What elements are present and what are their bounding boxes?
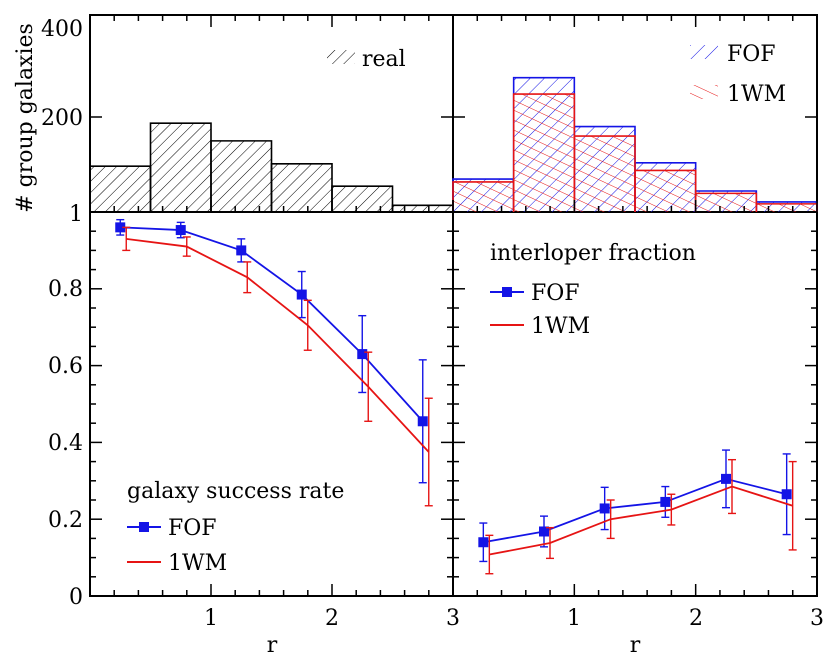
panel-bottom-left-frame bbox=[89, 211, 454, 597]
marker-fof-2 bbox=[599, 503, 610, 514]
annotation-interloper: interloper fraction bbox=[490, 241, 696, 266]
x-tick-left-2: 2 bbox=[325, 606, 339, 631]
legend-swatch-fof-hist bbox=[690, 45, 718, 59]
x-tick-right-2: 2 bbox=[689, 606, 703, 631]
x-tick-right-1: 1 bbox=[567, 606, 581, 631]
marker-fof-5 bbox=[417, 416, 428, 427]
y-tick-400: 400 bbox=[41, 17, 83, 42]
marker-fof-1 bbox=[539, 526, 549, 537]
y-tick-0.6: 0.6 bbox=[48, 354, 83, 379]
legend-label-fof-hist: FOF bbox=[727, 42, 776, 67]
legend-label-1wm-hist: 1WM bbox=[727, 82, 786, 107]
marker-fof-2 bbox=[236, 245, 247, 256]
annotation-success-rate: galaxy success rate bbox=[127, 479, 344, 504]
y-axis-label-top: # group galaxies bbox=[13, 23, 38, 213]
x-axis-label-left: r bbox=[267, 633, 278, 658]
histogram-fof-1wm bbox=[452, 76, 818, 212]
legend-label-fof-left: FOF bbox=[168, 516, 217, 541]
legend-swatch-real bbox=[327, 50, 355, 64]
marker-fof-1 bbox=[175, 225, 186, 236]
x-tick-right-3: 3 bbox=[810, 606, 824, 631]
x-axis-label-right: r bbox=[630, 633, 641, 658]
hist-bar-real-4 bbox=[331, 185, 394, 212]
legend-label-1wm-left: 1WM bbox=[168, 551, 227, 576]
y-tick-0: 0 bbox=[69, 585, 83, 610]
histogram-real bbox=[89, 122, 454, 212]
legend-label-real: real bbox=[362, 47, 406, 72]
marker-fof-3 bbox=[660, 496, 671, 507]
x-tick-left-1: 1 bbox=[204, 606, 218, 631]
marker-fof-3 bbox=[296, 289, 307, 300]
x-tick-left-3: 3 bbox=[446, 606, 460, 631]
series-line-fof bbox=[483, 477, 787, 544]
marker-fof-0 bbox=[115, 222, 126, 233]
legend-label-1wm-right: 1WM bbox=[531, 314, 590, 339]
series-line-1wm bbox=[489, 485, 793, 556]
y-tick-0.8: 0.8 bbox=[48, 277, 83, 302]
success-rate-plot bbox=[115, 218, 433, 507]
interloper-fraction-plot bbox=[478, 449, 797, 575]
marker-fof-0 bbox=[478, 537, 489, 548]
y-tick-200: 200 bbox=[41, 106, 83, 131]
y-tick-1: 1 bbox=[69, 202, 83, 227]
legend-marker-fof-left bbox=[139, 522, 149, 532]
legend-swatch-1wm-hist bbox=[690, 85, 718, 99]
legend-marker-fof-right bbox=[502, 287, 512, 297]
legend-label-fof-right: FOF bbox=[531, 281, 580, 306]
y-tick-0.2: 0.2 bbox=[48, 508, 83, 533]
y-tick-0.4: 0.4 bbox=[48, 431, 83, 456]
series-line-fof bbox=[120, 226, 424, 422]
marker-fof-4 bbox=[721, 473, 731, 484]
axis-ticks bbox=[89, 14, 818, 597]
marker-fof-5 bbox=[781, 489, 792, 500]
marker-fof-4 bbox=[357, 349, 368, 360]
hist-bar-1wm-3 bbox=[634, 169, 697, 212]
series-line-1wm bbox=[126, 237, 430, 453]
